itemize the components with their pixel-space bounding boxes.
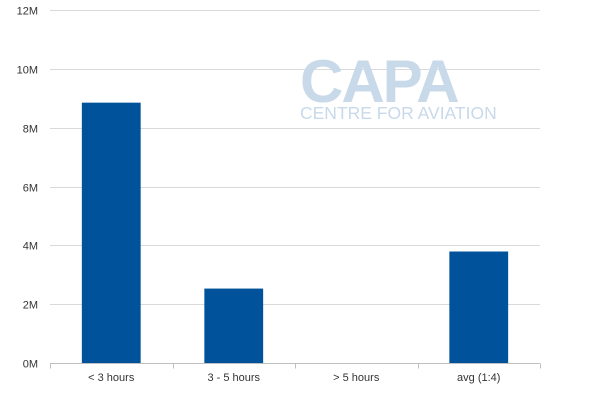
y-tick-label: 10M — [17, 65, 38, 77]
y-tick-label: 4M — [23, 241, 38, 253]
y-tick-label: 8M — [23, 124, 38, 136]
x-tick-label: > 5 hours — [333, 372, 380, 384]
x-tick-label: < 3 hours — [88, 372, 135, 384]
bar — [204, 288, 264, 363]
y-tick-label: 2M — [23, 300, 38, 312]
y-tick-label: 12M — [17, 6, 38, 18]
y-axis-tick-labels: 0M 2M 4M 6M 8M 10M 12M — [17, 6, 38, 371]
watermark-brand: CAPA — [300, 48, 458, 115]
x-tick-label: 3 - 5 hours — [207, 372, 260, 384]
watermark-tagline: CENTRE FOR AVIATION — [300, 103, 497, 123]
axes — [50, 363, 541, 369]
bars — [81, 102, 509, 363]
bar — [449, 251, 509, 363]
bar — [81, 102, 141, 363]
x-axis-tick-labels: < 3 hours 3 - 5 hours > 5 hours avg (1:4) — [88, 372, 500, 384]
x-tick-label: avg (1:4) — [457, 372, 500, 384]
y-tick-label: 6M — [23, 183, 38, 195]
y-tick-label: 0M — [23, 359, 38, 371]
capa-watermark-logo: CAPA CENTRE FOR AVIATION — [300, 48, 497, 123]
